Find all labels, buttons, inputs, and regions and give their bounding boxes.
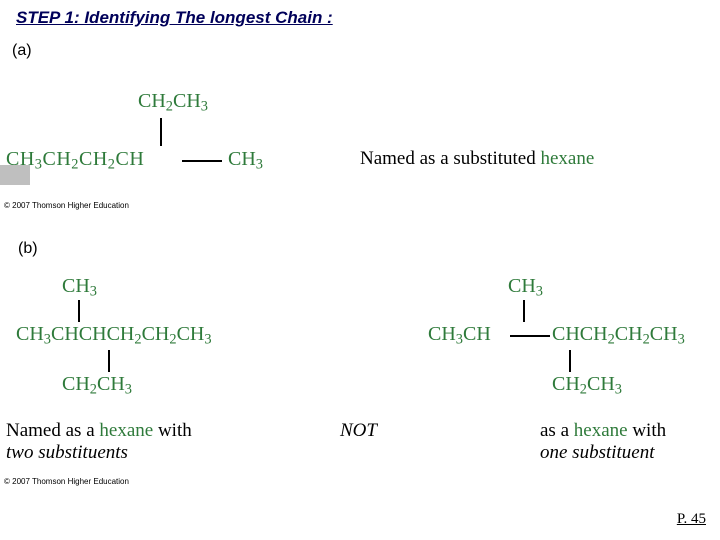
bl-branch-top: CH3 [62,275,97,301]
not-label: NOT [340,420,377,442]
bl-desc-line1: Named as a hexane with [6,420,192,442]
a-main-left: CH3CH2CH2CH [6,148,144,174]
label-a: (a) [12,42,32,60]
br-desc-line1: as a hexane with [540,420,666,442]
br-d1-hex: hexane [574,420,628,441]
not-text: NOT [340,420,377,441]
bond-horizontal [182,160,222,162]
br-d2: one substituent [540,442,655,463]
bl-main: CH3CHCHCH2CH2CH3 [16,323,212,349]
br-main-right: CHCH2CH2CH3 [552,323,685,349]
b-copyright: © 2007 Thomson Higher Education [4,477,129,486]
a-main-right: CH3 [228,148,263,174]
bl-d1-prefix: Named as a [6,420,99,441]
a-copyright: © 2007 Thomson Higher Education [4,201,129,210]
br-desc-line2: one substituent [540,442,655,464]
a-description: Named as a substituted hexane [360,148,594,170]
br-main-left: CH3CH [428,323,491,349]
bl-desc-line2: two substituents [6,442,128,464]
br-branch-bot: CH2CH3 [552,373,622,399]
bond-vertical [569,350,571,372]
bl-branch-bot: CH2CH3 [62,373,132,399]
bl-d2: two substituents [6,442,128,463]
a-desc-hexane: hexane [540,148,594,169]
bond-vertical [78,300,80,322]
bl-d1-hex: hexane [99,420,153,441]
a-branch: CH2CH3 [138,90,208,116]
bond-vertical [108,350,110,372]
bl-d1-suffix: with [153,420,192,441]
page-number: P. 45 [677,511,706,528]
slide-title: STEP 1: Identifying The longest Chain : [16,8,333,28]
br-branch-top: CH3 [508,275,543,301]
bond-vertical [523,300,525,322]
br-d1-suffix: with [628,420,667,441]
br-d1-prefix: as a [540,420,574,441]
bond-horizontal [510,335,550,337]
bond-vertical [160,118,162,146]
label-b: (b) [18,240,38,258]
a-desc-prefix: Named as a substituted [360,148,540,169]
